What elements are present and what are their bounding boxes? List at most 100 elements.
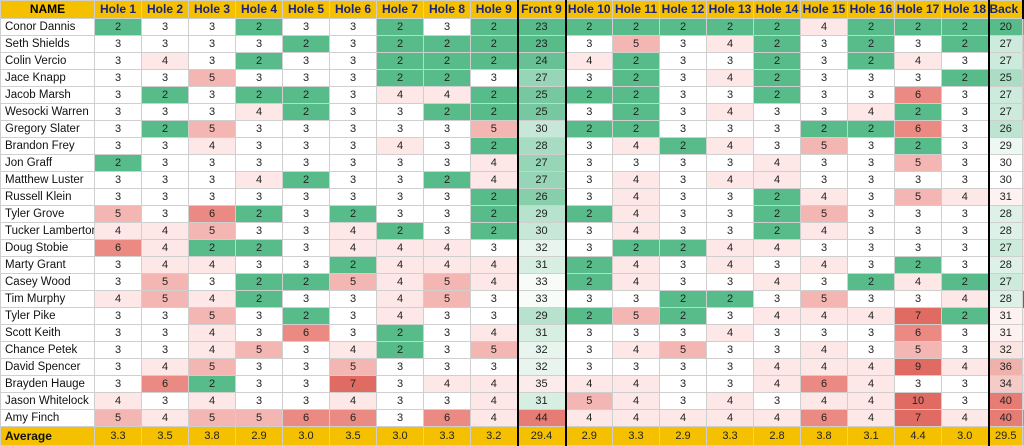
hole-score-cell[interactable]: 2 bbox=[613, 104, 660, 121]
hole-score-cell[interactable]: 2 bbox=[377, 342, 424, 359]
hole-score-cell[interactable]: 7 bbox=[895, 308, 942, 325]
hole-score-cell[interactable]: 2 bbox=[660, 138, 707, 155]
hole-score-cell[interactable]: 3 bbox=[236, 359, 283, 376]
hole-score-cell[interactable]: 3 bbox=[942, 138, 989, 155]
column-header[interactable]: Hole 11 bbox=[613, 1, 660, 19]
hole-score-cell[interactable]: 3 bbox=[895, 376, 942, 393]
back-nine-cell[interactable]: 27 bbox=[989, 240, 1023, 257]
hole-score-cell[interactable]: 3 bbox=[566, 359, 613, 376]
column-header[interactable]: Hole 8 bbox=[424, 1, 471, 19]
hole-score-cell[interactable]: 3 bbox=[660, 36, 707, 53]
hole-score-cell[interactable]: 3 bbox=[377, 121, 424, 138]
hole-score-cell[interactable]: 4 bbox=[566, 376, 613, 393]
hole-score-cell[interactable]: 3 bbox=[424, 206, 471, 223]
hole-score-cell[interactable]: 5 bbox=[424, 274, 471, 291]
back-nine-cell[interactable]: 27 bbox=[989, 87, 1023, 104]
hole-score-cell[interactable]: 2 bbox=[566, 274, 613, 291]
player-name-cell[interactable]: Chance Petek bbox=[1, 342, 95, 359]
hole-score-cell[interactable]: 3 bbox=[848, 342, 895, 359]
hole-score-cell[interactable]: 6 bbox=[189, 206, 236, 223]
front-nine-cell[interactable]: 25 bbox=[518, 87, 566, 104]
front-nine-cell[interactable]: 30 bbox=[518, 223, 566, 240]
hole-score-cell[interactable]: 2 bbox=[330, 257, 377, 274]
hole-score-cell[interactable]: 4 bbox=[189, 393, 236, 410]
hole-score-cell[interactable]: 4 bbox=[471, 376, 518, 393]
hole-score-cell[interactable]: 3 bbox=[236, 121, 283, 138]
hole-score-cell[interactable]: 4 bbox=[189, 138, 236, 155]
player-name-cell[interactable]: Casey Wood bbox=[1, 274, 95, 291]
hole-score-cell[interactable]: 3 bbox=[942, 155, 989, 172]
hole-score-cell[interactable]: 4 bbox=[236, 172, 283, 189]
hole-score-cell[interactable]: 4 bbox=[942, 410, 989, 427]
hole-score-cell[interactable]: 3 bbox=[283, 240, 330, 257]
hole-score-cell[interactable]: 6 bbox=[142, 376, 189, 393]
hole-score-cell[interactable]: 3 bbox=[754, 291, 801, 308]
hole-score-cell[interactable]: 3 bbox=[424, 308, 471, 325]
hole-score-cell[interactable]: 2 bbox=[142, 87, 189, 104]
hole-score-cell[interactable]: 4 bbox=[848, 308, 895, 325]
hole-score-cell[interactable]: 3 bbox=[142, 70, 189, 87]
player-name-cell[interactable]: Wesocki Warren bbox=[1, 104, 95, 121]
hole-score-cell[interactable]: 3 bbox=[95, 376, 142, 393]
back-nine-cell[interactable]: 30 bbox=[989, 172, 1023, 189]
hole-score-cell[interactable]: 3 bbox=[377, 410, 424, 427]
hole-score-cell[interactable]: 3 bbox=[142, 308, 189, 325]
player-name-cell[interactable]: Tim Murphy bbox=[1, 291, 95, 308]
player-name-cell[interactable]: Conor Dannis bbox=[1, 19, 95, 36]
back-nine-cell[interactable]: 31 bbox=[989, 189, 1023, 206]
front-nine-cell[interactable]: 31 bbox=[518, 393, 566, 410]
hole-score-cell[interactable]: 2 bbox=[95, 19, 142, 36]
hole-score-cell[interactable]: 3 bbox=[189, 172, 236, 189]
hole-score-cell[interactable]: 2 bbox=[660, 19, 707, 36]
hole-score-cell[interactable]: 3 bbox=[377, 155, 424, 172]
hole-score-cell[interactable]: 3 bbox=[707, 308, 754, 325]
player-name-cell[interactable]: Scott Keith bbox=[1, 325, 95, 342]
hole-score-cell[interactable]: 4 bbox=[377, 257, 424, 274]
hole-score-cell[interactable]: 5 bbox=[189, 410, 236, 427]
hole-score-cell[interactable]: 2 bbox=[283, 274, 330, 291]
hole-score-cell[interactable]: 5 bbox=[471, 342, 518, 359]
column-header[interactable]: Hole 13 bbox=[707, 1, 754, 19]
hole-score-cell[interactable]: 4 bbox=[942, 291, 989, 308]
hole-score-cell[interactable]: 4 bbox=[707, 70, 754, 87]
hole-score-cell[interactable]: 4 bbox=[613, 376, 660, 393]
hole-score-cell[interactable]: 4 bbox=[377, 291, 424, 308]
hole-score-cell[interactable]: 4 bbox=[942, 189, 989, 206]
hole-score-cell[interactable]: 2 bbox=[471, 104, 518, 121]
hole-score-cell[interactable]: 3 bbox=[707, 342, 754, 359]
hole-score-cell[interactable]: 3 bbox=[801, 87, 848, 104]
column-header[interactable]: Hole 2 bbox=[142, 1, 189, 19]
hole-score-cell[interactable]: 3 bbox=[566, 223, 613, 240]
hole-score-cell[interactable]: 6 bbox=[283, 410, 330, 427]
average-cell[interactable]: 3.1 bbox=[848, 427, 895, 446]
hole-score-cell[interactable]: 2 bbox=[283, 36, 330, 53]
front-nine-cell[interactable]: 31 bbox=[518, 257, 566, 274]
hole-score-cell[interactable]: 3 bbox=[283, 376, 330, 393]
hole-score-cell[interactable]: 4 bbox=[471, 410, 518, 427]
average-cell[interactable]: 3.0 bbox=[942, 427, 989, 446]
hole-score-cell[interactable]: 2 bbox=[848, 19, 895, 36]
hole-score-cell[interactable]: 3 bbox=[236, 70, 283, 87]
player-name-cell[interactable]: Doug Stobie bbox=[1, 240, 95, 257]
hole-score-cell[interactable]: 5 bbox=[471, 121, 518, 138]
hole-score-cell[interactable]: 3 bbox=[283, 342, 330, 359]
hole-score-cell[interactable]: 3 bbox=[283, 155, 330, 172]
hole-score-cell[interactable]: 4 bbox=[801, 19, 848, 36]
hole-score-cell[interactable]: 2 bbox=[754, 36, 801, 53]
column-header[interactable]: Hole 10 bbox=[566, 1, 613, 19]
hole-score-cell[interactable]: 3 bbox=[236, 376, 283, 393]
hole-score-cell[interactable]: 4 bbox=[754, 376, 801, 393]
hole-score-cell[interactable]: 3 bbox=[895, 291, 942, 308]
front-nine-cell[interactable]: 33 bbox=[518, 274, 566, 291]
hole-score-cell[interactable]: 3 bbox=[848, 240, 895, 257]
hole-score-cell[interactable]: 3 bbox=[660, 172, 707, 189]
hole-score-cell[interactable]: 2 bbox=[189, 240, 236, 257]
player-name-cell[interactable]: Jon Graff bbox=[1, 155, 95, 172]
column-header[interactable]: Hole 15 bbox=[801, 1, 848, 19]
hole-score-cell[interactable]: 3 bbox=[754, 393, 801, 410]
hole-score-cell[interactable]: 3 bbox=[660, 53, 707, 70]
column-header[interactable]: Hole 12 bbox=[660, 1, 707, 19]
hole-score-cell[interactable]: 5 bbox=[189, 223, 236, 240]
back-nine-cell[interactable]: 28 bbox=[989, 257, 1023, 274]
hole-score-cell[interactable]: 3 bbox=[895, 36, 942, 53]
